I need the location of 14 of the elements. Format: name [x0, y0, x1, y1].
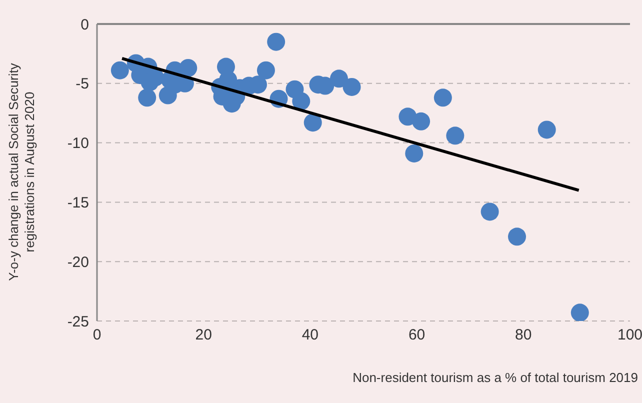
y-axis-title: Y-o-y change in actual Social Security registrations in August 2020: [6, 62, 37, 281]
y-tick-label: -5: [76, 76, 89, 93]
x-tick-label: 100: [617, 326, 642, 344]
x-tick-label: 0: [92, 326, 102, 344]
y-tick-label: -15: [67, 194, 89, 212]
x-tick-label: 60: [408, 326, 426, 344]
y-tick-label: -10: [67, 135, 89, 152]
x-tick-label: 80: [515, 326, 532, 344]
y-tick-label: -25: [67, 313, 89, 330]
y-tick-label: 0: [80, 16, 89, 34]
y-tick-label: -20: [67, 254, 89, 271]
x-tick-label: 40: [302, 326, 319, 344]
x-tick-label: 20: [195, 326, 212, 344]
x-axis-title: Non-resident tourism as a % of total tourism 2019: [352, 370, 638, 385]
